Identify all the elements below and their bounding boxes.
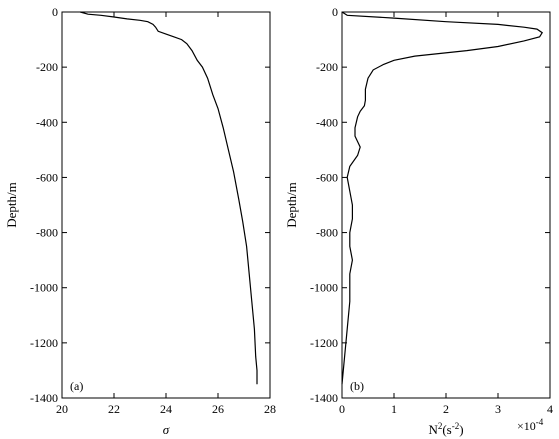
panel-b-x-axis-label-end: ) bbox=[459, 422, 463, 437]
panel-b-x-tick-label: 2 bbox=[443, 402, 449, 416]
panel-a-x-tick-label: 20 bbox=[56, 402, 68, 416]
panel-a-y-tick-label: -200 bbox=[36, 60, 58, 74]
panel-a-label: (a) bbox=[70, 379, 83, 393]
panel-b-x-multiplier: ×10-4 bbox=[517, 417, 544, 433]
panel-a-y-tick-label: 0 bbox=[52, 5, 58, 19]
panel-b-series-line bbox=[341, 11, 544, 385]
panel-a-x-tick-label: 22 bbox=[108, 402, 120, 416]
panel-b-x-tick-label: 0 bbox=[339, 402, 345, 416]
panel-b-x-tick-label: 4 bbox=[547, 402, 553, 416]
panel-a-y-tick-label: -400 bbox=[36, 115, 58, 129]
panel-b: Depth/m N2(s-2) ×10-4 (b) 0 1 2 3 40-200-400… bbox=[284, 5, 553, 437]
panel-b-x-multiplier-exp: -4 bbox=[536, 417, 544, 427]
panel-a-x-tick-label: 28 bbox=[264, 402, 276, 416]
panel-b-y-tick-label: -800 bbox=[316, 226, 338, 240]
panel-b-y-tick-label: -1000 bbox=[310, 281, 338, 295]
panel-b-y-tick-label: -400 bbox=[316, 115, 338, 129]
panel-b-label: (b) bbox=[350, 379, 364, 393]
panel-a-y-tick-label: -1400 bbox=[30, 391, 58, 405]
panel-a-y-tick-label: -1200 bbox=[30, 336, 58, 350]
panel-b-y-tick-label: 0 bbox=[332, 5, 338, 19]
panel-b-y-tick-label: -200 bbox=[316, 60, 338, 74]
panel-b-y-axis-label: Depth/m bbox=[284, 182, 299, 228]
panel-a: Depth/m σ (a) 20 22 24 26 28 0 -200 -400 -600 -80… bbox=[4, 5, 276, 437]
panel-b-x-axis-label-sup2: -2 bbox=[452, 421, 460, 431]
panel-b-y-tick-label: -600 bbox=[316, 170, 338, 184]
panel-a-y-tick-label: -600 bbox=[36, 170, 58, 184]
panel-b-x-axis-label-sup1: 2 bbox=[438, 421, 443, 431]
panel-b-x-tick-label: 3 bbox=[495, 402, 501, 416]
panel-b-y-tick-label: -1400 bbox=[310, 391, 338, 405]
panel-b-x-tick-label: 1 bbox=[391, 402, 397, 416]
panel-b-x-axis-label: N2(s-2) bbox=[428, 421, 463, 437]
panel-a-series-line bbox=[80, 11, 258, 385]
panel-a-y-tick-label: -800 bbox=[36, 226, 58, 240]
panel-a-x-tick-label: 24 bbox=[160, 402, 172, 416]
panel-a-y-tick-label: -1000 bbox=[30, 281, 58, 295]
panel-b-y-tick-label: -1200 bbox=[310, 336, 338, 350]
panel-a-x-axis-label: σ bbox=[163, 422, 170, 437]
panel-a-y-axis-label: Depth/m bbox=[4, 182, 19, 228]
panel-a-x-tick-label: 26 bbox=[212, 402, 224, 416]
panel-a-plot-frame bbox=[61, 11, 271, 399]
panel-b-x-axis-label-mid: (s bbox=[442, 422, 451, 437]
panel-b-x-axis-label-base: N bbox=[428, 422, 438, 437]
panel-b-x-multiplier-base: ×10 bbox=[517, 419, 536, 433]
